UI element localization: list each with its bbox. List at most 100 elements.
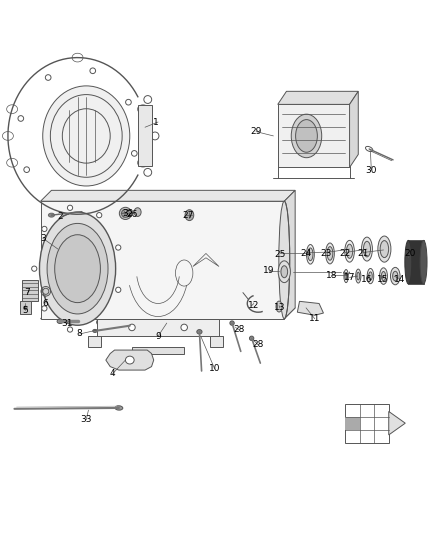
Polygon shape [106, 350, 154, 370]
Ellipse shape [60, 198, 65, 204]
Text: 10: 10 [209, 364, 220, 373]
Ellipse shape [116, 245, 121, 250]
Text: 33: 33 [81, 415, 92, 424]
Ellipse shape [32, 266, 37, 271]
Ellipse shape [327, 247, 333, 260]
Polygon shape [408, 240, 424, 284]
Polygon shape [97, 319, 219, 336]
Ellipse shape [55, 235, 100, 303]
Text: 26: 26 [126, 210, 138, 219]
Ellipse shape [134, 208, 141, 216]
Ellipse shape [48, 213, 54, 217]
Ellipse shape [116, 287, 121, 293]
Polygon shape [88, 336, 102, 347]
Text: 30: 30 [366, 166, 377, 175]
Text: 12: 12 [248, 301, 259, 310]
Text: 28: 28 [252, 341, 264, 349]
Ellipse shape [308, 248, 313, 261]
Ellipse shape [67, 327, 73, 332]
Ellipse shape [356, 269, 361, 283]
Ellipse shape [381, 271, 386, 280]
Ellipse shape [230, 321, 234, 325]
Ellipse shape [42, 227, 47, 231]
Text: 11: 11 [309, 314, 321, 323]
Ellipse shape [361, 237, 372, 261]
Polygon shape [22, 279, 38, 301]
Ellipse shape [47, 223, 108, 314]
Ellipse shape [126, 99, 131, 105]
Text: 20: 20 [405, 249, 416, 258]
Text: 24: 24 [300, 249, 312, 258]
Ellipse shape [380, 240, 389, 257]
Ellipse shape [364, 241, 371, 257]
Text: 29: 29 [250, 127, 261, 136]
Text: 5: 5 [22, 305, 28, 314]
Ellipse shape [97, 320, 102, 325]
Ellipse shape [378, 236, 391, 262]
Text: 13: 13 [274, 303, 286, 312]
Polygon shape [389, 411, 405, 435]
Ellipse shape [90, 68, 95, 74]
Text: 7: 7 [25, 288, 30, 297]
Ellipse shape [197, 329, 202, 334]
Text: 8: 8 [77, 329, 83, 338]
Text: 4: 4 [110, 369, 115, 377]
Polygon shape [132, 347, 184, 353]
Ellipse shape [296, 119, 318, 152]
Ellipse shape [367, 269, 374, 284]
Ellipse shape [345, 240, 354, 262]
Polygon shape [278, 91, 358, 104]
Ellipse shape [39, 212, 116, 325]
Ellipse shape [125, 356, 134, 364]
Text: 14: 14 [394, 275, 405, 284]
Ellipse shape [250, 336, 254, 341]
Ellipse shape [57, 319, 63, 324]
Ellipse shape [104, 191, 110, 197]
Polygon shape [20, 301, 31, 314]
Ellipse shape [185, 209, 194, 221]
Ellipse shape [291, 114, 322, 158]
Ellipse shape [369, 272, 372, 280]
Text: 2: 2 [57, 212, 63, 221]
Ellipse shape [345, 272, 347, 280]
Ellipse shape [42, 306, 47, 311]
Polygon shape [278, 104, 350, 167]
Text: 21: 21 [357, 249, 368, 258]
Polygon shape [138, 106, 152, 166]
Ellipse shape [97, 213, 102, 218]
Polygon shape [297, 301, 323, 315]
Text: 16: 16 [361, 275, 373, 284]
Text: 19: 19 [263, 266, 275, 276]
Ellipse shape [18, 116, 24, 122]
Text: 25: 25 [274, 250, 286, 259]
Ellipse shape [115, 406, 123, 410]
Ellipse shape [119, 207, 131, 220]
Ellipse shape [307, 245, 314, 264]
Ellipse shape [325, 243, 334, 264]
Ellipse shape [24, 306, 27, 310]
Text: 28: 28 [233, 325, 244, 334]
Ellipse shape [121, 209, 129, 217]
Polygon shape [345, 403, 389, 443]
Ellipse shape [24, 167, 29, 173]
Ellipse shape [391, 268, 400, 285]
Text: 23: 23 [320, 249, 331, 258]
Text: 22: 22 [339, 249, 351, 258]
Text: 32: 32 [122, 209, 133, 218]
Polygon shape [345, 416, 360, 430]
Ellipse shape [405, 240, 412, 284]
Ellipse shape [380, 268, 388, 284]
Text: 9: 9 [155, 332, 161, 341]
Ellipse shape [67, 205, 73, 211]
Ellipse shape [357, 272, 360, 280]
Text: 6: 6 [42, 299, 48, 308]
Ellipse shape [279, 201, 290, 319]
Ellipse shape [344, 270, 348, 282]
Ellipse shape [129, 324, 135, 330]
Text: 27: 27 [183, 211, 194, 220]
Ellipse shape [181, 324, 187, 330]
Polygon shape [41, 308, 295, 319]
Text: 3: 3 [40, 233, 46, 243]
Polygon shape [284, 190, 295, 319]
Ellipse shape [43, 86, 130, 186]
